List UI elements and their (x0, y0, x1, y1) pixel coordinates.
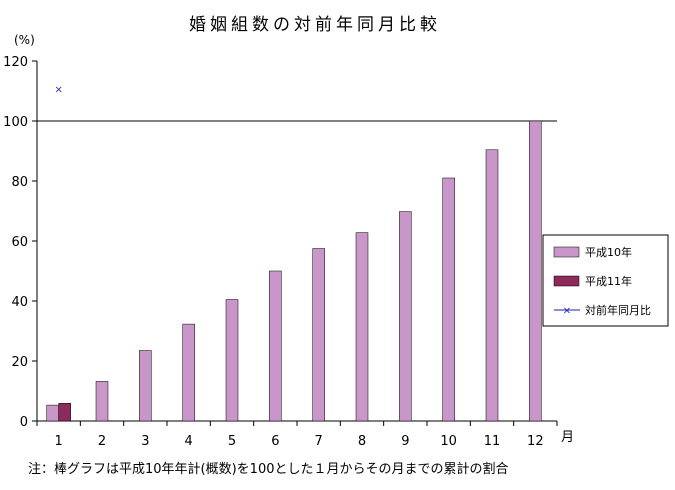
x-tick-label: 5 (228, 434, 236, 449)
x-axis-unit-label: 月 (561, 430, 574, 445)
y-tick-label: 100 (3, 115, 28, 130)
y-tick-label: 60 (11, 235, 28, 250)
bar-h10-month-11 (485, 149, 499, 422)
y-tick-label: 0 (20, 415, 28, 430)
y-tick-label: 120 (3, 55, 28, 70)
x-tick-label: 4 (185, 434, 193, 449)
x-tick-label: 10 (440, 434, 457, 449)
bar-h10-month-8 (355, 232, 369, 422)
chart-axes (36, 61, 557, 422)
bar-h10-month-9 (399, 211, 412, 422)
bar-h10-month-7 (312, 248, 325, 422)
bars-layer (46, 120, 542, 422)
x-tick-label: 1 (55, 434, 63, 449)
y-tick-label: 40 (11, 295, 28, 310)
bar-h10-month-1 (46, 404, 59, 422)
legend-label-h10: 平成10年 (585, 245, 632, 259)
bar-h10-month-3 (139, 350, 152, 422)
legend-swatch-h11 (553, 275, 580, 287)
x-tick-label: 9 (401, 434, 409, 449)
bar-h11-month-1 (58, 403, 71, 422)
legend-label-ratio: 対前年同月比 (585, 303, 651, 317)
x-tick-label: 8 (358, 434, 366, 449)
ratio-marker-month-1: × (54, 85, 62, 96)
legend-swatch-h10 (553, 246, 580, 258)
bar-h10-month-2 (95, 381, 109, 422)
bar-h10-month-4 (182, 323, 195, 422)
bar-h10-month-6 (269, 270, 282, 422)
x-tick-label: 6 (271, 434, 279, 449)
x-tick-label: 7 (315, 434, 323, 449)
y-ticks-layer: 0 20 40 60 80 100 120 (3, 55, 37, 430)
chart-title: 婚姻組数の対前年同月比較 (189, 15, 441, 35)
y-axis-unit-label: (%) (14, 33, 35, 47)
chart-footnote: 注：棒グラフは平成10年年計(概数)を100とした１月からその月までの累計の割合 (28, 462, 509, 477)
bar-h10-month-5 (225, 299, 239, 422)
x-tick-label: 12 (527, 434, 544, 449)
markers-layer: × (54, 85, 62, 96)
x-tick-label: 11 (484, 434, 501, 449)
x-ticks-layer: 1 2 3 4 5 6 7 8 9 10 11 12 (36, 421, 558, 449)
x-tick-label: 3 (141, 434, 149, 449)
bar-h10-month-12 (529, 120, 542, 422)
bar-h10-month-10 (442, 177, 455, 422)
y-tick-label: 20 (11, 355, 28, 370)
legend-marker-ratio: × (563, 306, 571, 317)
y-tick-label: 80 (11, 175, 28, 190)
legend-label-h11: 平成11年 (585, 274, 632, 288)
x-tick-label: 2 (98, 434, 106, 449)
legend: 平成10年 平成11年 × 対前年同月比 (542, 234, 669, 327)
